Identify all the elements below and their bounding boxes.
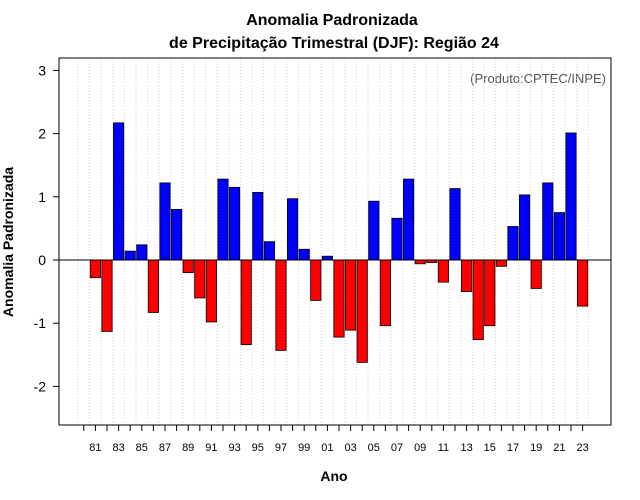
- x-tick-label: 13: [460, 442, 472, 454]
- x-tick-label: 09: [414, 442, 426, 454]
- bar-01: [321, 255, 333, 261]
- bar-96: [263, 241, 275, 261]
- x-tick-label: 07: [391, 442, 403, 454]
- bar-99: [298, 248, 310, 261]
- x-tick-label: 11: [438, 442, 449, 454]
- bar-89: [182, 259, 194, 274]
- bar-04: [356, 259, 368, 363]
- grid-lines: [77, 58, 589, 425]
- x-axis-label: Ano: [320, 468, 347, 484]
- bar-05: [368, 200, 380, 261]
- bar-85: [136, 244, 148, 261]
- bar-91: [205, 259, 217, 323]
- bar-09: [414, 259, 426, 265]
- x-tick-label: 05: [368, 442, 380, 454]
- x-tick-label: 21: [553, 442, 565, 454]
- x-tick-label: 99: [298, 442, 310, 454]
- bar-90: [194, 259, 206, 299]
- bar-22: [565, 132, 577, 261]
- bar-88: [171, 209, 183, 261]
- bar-17: [507, 226, 519, 261]
- y-tick-label: 3: [38, 62, 46, 78]
- bar-86: [147, 259, 159, 313]
- chart-subtitle: de Precipitação Trimestral (DJF): Região…: [169, 35, 499, 52]
- bar-13: [461, 259, 473, 293]
- bar-11: [437, 259, 449, 283]
- bar-81: [89, 259, 101, 279]
- bar-20: [542, 182, 554, 261]
- bar-18: [519, 194, 531, 261]
- bar-82: [101, 259, 113, 332]
- bar-83: [113, 122, 125, 261]
- source-note: (Produto:CPTEC/INPE): [470, 71, 606, 86]
- bar-06: [379, 259, 391, 327]
- bar-00: [310, 259, 322, 301]
- x-tick-label: 89: [182, 442, 194, 454]
- bar-95: [252, 191, 264, 261]
- bar-97: [275, 259, 287, 351]
- bar-15: [484, 259, 496, 327]
- x-tick-label: 87: [159, 442, 171, 454]
- x-tick-label: 97: [275, 442, 287, 454]
- bar-87: [159, 182, 171, 261]
- x-tick-label: 19: [530, 442, 542, 454]
- bar-03: [345, 259, 357, 331]
- bar-94: [240, 259, 252, 346]
- y-axis-label: Anomalia Padronizada: [0, 167, 16, 317]
- bar-14: [472, 259, 484, 341]
- x-tick-label: 15: [484, 442, 496, 454]
- y-tick-label: 1: [38, 189, 46, 205]
- x-tick-label: 03: [344, 442, 356, 454]
- bar-98: [287, 198, 299, 261]
- plot-frame: [58, 57, 612, 426]
- x-tick-label: 83: [112, 442, 124, 454]
- bar-93: [229, 186, 241, 261]
- chart-title: Anomalia Padronizada: [246, 12, 418, 29]
- y-tick-label: -1: [34, 315, 47, 331]
- x-tick-label: 17: [507, 442, 519, 454]
- x-tick-label: 93: [228, 442, 240, 454]
- x-tick-label: 23: [576, 442, 588, 454]
- x-tick-label: 85: [136, 442, 148, 454]
- bars-group: [89, 122, 589, 363]
- y-tick-label: -2: [34, 378, 47, 394]
- x-tick-label: 01: [321, 442, 333, 454]
- bar-08: [403, 178, 415, 261]
- bar-12: [449, 188, 461, 261]
- bar-07: [391, 217, 403, 261]
- bar-02: [333, 259, 345, 338]
- bar-92: [217, 178, 229, 261]
- y-tick-label: 0: [38, 252, 46, 268]
- bar-23: [577, 259, 589, 307]
- bar-84: [124, 250, 136, 261]
- bar-21: [553, 212, 565, 261]
- axes-group: [58, 57, 612, 426]
- bar-19: [530, 259, 542, 289]
- x-tick-label: 91: [205, 442, 217, 454]
- x-tick-label: 95: [252, 442, 264, 454]
- y-tick-label: 2: [38, 126, 46, 142]
- bar-16: [495, 259, 507, 267]
- x-tick-label: 81: [89, 442, 101, 454]
